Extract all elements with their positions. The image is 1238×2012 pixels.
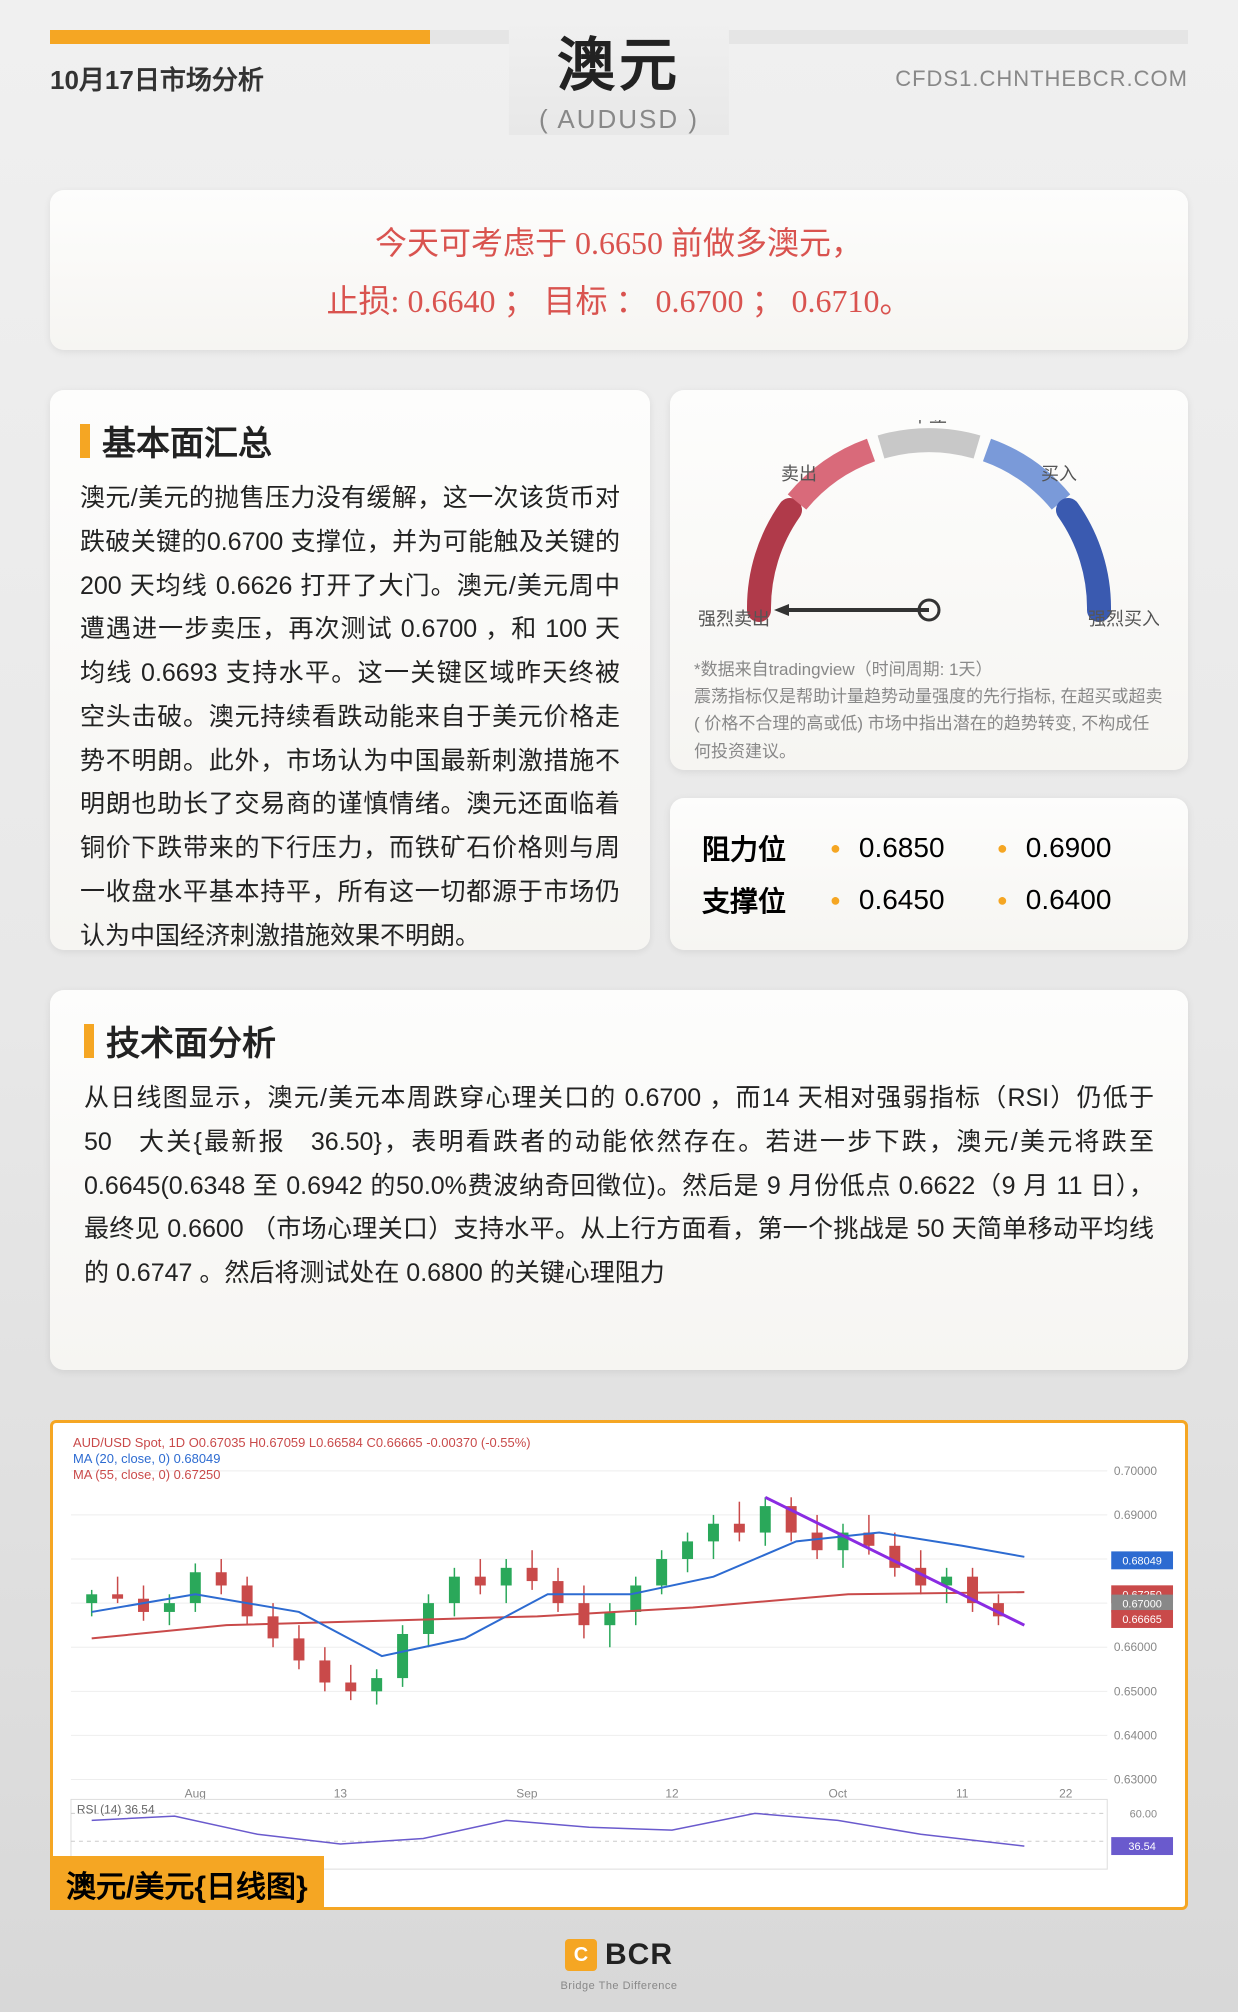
title-accent-bar <box>80 424 90 458</box>
svg-text:11: 11 <box>956 1786 969 1800</box>
svg-text:0.63000: 0.63000 <box>1114 1772 1158 1786</box>
gauge-disclaimer: *数据来自tradingview（时间周期: 1天） 震荡指标仅是帮助计量趋势动… <box>690 656 1168 765</box>
resistance-row: 阻力位 ● 0.6850 ● 0.6900 <box>702 828 1156 868</box>
resistance-label: 阻力位 <box>702 828 812 868</box>
svg-text:0.68049: 0.68049 <box>1122 1555 1162 1567</box>
svg-text:22: 22 <box>1059 1786 1073 1800</box>
levels-card: 阻力位 ● 0.6850 ● 0.6900 支撑位 ● 0.6450 ● 0.6… <box>670 798 1188 950</box>
recommendation-line1: 今天可考虑于 0.6650 前做多澳元， <box>375 218 863 264</box>
title-sub: ( AUDUSD ) <box>539 104 699 135</box>
svg-text:0.69000: 0.69000 <box>1114 1508 1158 1522</box>
dot-icon: ● <box>997 890 1008 911</box>
gauge-needle <box>774 604 929 616</box>
fundamental-card: 基本面汇总 澳元/美元的抛售压力没有缓解，这一次该货币对跌破关键的0.6700 … <box>50 390 650 950</box>
recommendation-line2: 止损: 0.6640 ； 目标 ： 0.6700 ； 0.6710。 <box>327 276 912 322</box>
disclaimer-line2: 震荡指标仅是帮助计量趋势动量强度的先行指标, 在超买或超卖( 价格不合理的高或低… <box>694 683 1164 765</box>
support-label: 支撑位 <box>702 880 812 920</box>
svg-text:卖出: 卖出 <box>781 464 817 484</box>
svg-text:13: 13 <box>334 1786 348 1800</box>
svg-text:0.70000: 0.70000 <box>1114 1464 1158 1478</box>
fundamental-body: 澳元/美元的抛售压力没有缓解，这一次该货币对跌破关键的0.6700 支撑位，并为… <box>80 477 620 958</box>
support-row: 支撑位 ● 0.6450 ● 0.6400 <box>702 880 1156 920</box>
chart-inner: 0.700000.690000.680000.670000.660000.650… <box>61 1431 1177 1899</box>
svg-text:0.66665: 0.66665 <box>1122 1614 1162 1626</box>
support-value-2: 0.6400 <box>1026 884 1146 916</box>
disclaimer-line1: *数据来自tradingview（时间周期: 1天） <box>694 656 1164 683</box>
price-chart: 0.700000.690000.680000.670000.660000.650… <box>61 1431 1177 1899</box>
technical-title: 技术面分析 <box>106 1016 276 1065</box>
chart-caption: 澳元/美元{日线图} <box>50 1856 324 1910</box>
resistance-value-2: 0.6900 <box>1026 832 1146 864</box>
dot-icon: ● <box>997 838 1008 859</box>
svg-text:0.67000: 0.67000 <box>1122 1599 1162 1611</box>
sentiment-gauge: 强烈卖出 卖出 中立 买入 强烈买入 <box>699 420 1159 640</box>
fundamental-title: 基本面汇总 <box>102 416 272 465</box>
dot-icon: ● <box>830 890 841 911</box>
technical-card: 技术面分析 从日线图显示，澳元/美元本周跌穿心理关口的 0.6700 ，而14 … <box>50 990 1188 1370</box>
svg-text:36.54: 36.54 <box>1128 1841 1155 1853</box>
svg-text:强烈卖出: 强烈卖出 <box>699 609 770 629</box>
svg-text:0.64000: 0.64000 <box>1114 1728 1158 1742</box>
support-value-1: 0.6450 <box>859 884 979 916</box>
header-bar-orange <box>50 30 430 44</box>
recommendation-card: 今天可考虑于 0.6650 前做多澳元， 止损: 0.6640 ； 目标 ： 0… <box>50 190 1188 350</box>
page-title: 澳元 ( AUDUSD ) <box>509 18 729 135</box>
svg-text:AUD/USD Spot, 1D O0.67035 H0: AUD/USD Spot, 1D O0.67035 H0.67059 L0.66… <box>73 1435 531 1450</box>
footer-tagline: Bridge The Difference <box>560 1980 677 1992</box>
svg-text:0.65000: 0.65000 <box>1114 1684 1158 1698</box>
technical-title-row: 技术面分析 <box>84 1016 1154 1065</box>
svg-text:12: 12 <box>665 1786 679 1800</box>
sentiment-gauge-card: 强烈卖出 卖出 中立 买入 强烈买入 *数据来自tradingview（时间周期… <box>670 390 1188 770</box>
date-label: 10月17日市场分析 <box>50 60 264 97</box>
svg-text:MA (20, close, 0) 0.68049: MA (20, close, 0) 0.68049 <box>73 1451 220 1466</box>
chart-card: 0.700000.690000.680000.670000.660000.650… <box>50 1420 1188 1910</box>
footer-logo: C BCR <box>565 1938 673 1972</box>
svg-text:MA (55, close, 0) 0.67250: MA (55, close, 0) 0.67250 <box>73 1467 220 1482</box>
resistance-value-1: 0.6850 <box>859 832 979 864</box>
logo-text: BCR <box>605 1938 673 1972</box>
svg-text:Aug: Aug <box>185 1786 206 1800</box>
svg-text:RSI (14) 36.54: RSI (14) 36.54 <box>77 1802 155 1816</box>
svg-text:强烈买入: 强烈买入 <box>1088 609 1159 629</box>
logo-icon: C <box>565 1939 597 1971</box>
svg-text:0.66000: 0.66000 <box>1114 1640 1158 1654</box>
dot-icon: ● <box>830 838 841 859</box>
svg-text:Sep: Sep <box>516 1786 538 1800</box>
title-main: 澳元 <box>539 18 699 102</box>
header-url: CFDS1.CHNTHEBCR.COM <box>895 66 1188 92</box>
svg-text:买入: 买入 <box>1041 464 1077 484</box>
fundamental-title-row: 基本面汇总 <box>80 416 620 465</box>
technical-body: 从日线图显示，澳元/美元本周跌穿心理关口的 0.6700 ，而14 天相对强弱指… <box>84 1077 1154 1296</box>
svg-text:60.00: 60.00 <box>1130 1808 1157 1820</box>
svg-text:中立: 中立 <box>911 420 947 426</box>
title-accent-bar <box>84 1024 94 1058</box>
svg-text:Oct: Oct <box>829 1786 848 1800</box>
